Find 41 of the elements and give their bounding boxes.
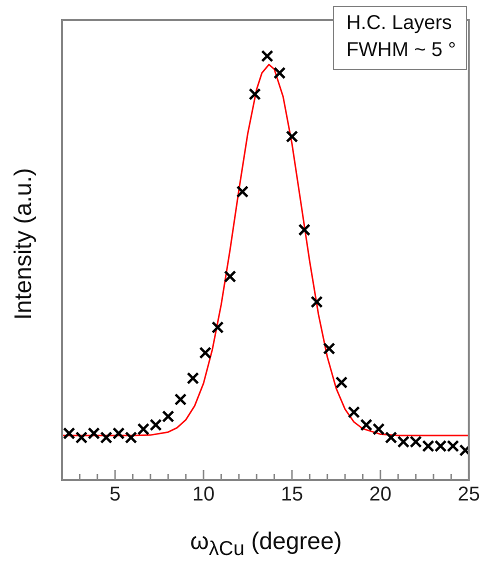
point: [384, 431, 398, 444]
point: [236, 186, 249, 198]
point: [162, 410, 174, 423]
point: [360, 418, 372, 432]
x-tick-label: 25: [458, 484, 480, 506]
x-tick-label: 5: [110, 484, 121, 506]
point: [186, 372, 200, 384]
point: [75, 431, 88, 444]
x-tick-label: 10: [192, 484, 215, 506]
x-tick-label: 15: [280, 484, 304, 506]
point: [124, 431, 138, 444]
point: [112, 427, 125, 440]
point: [174, 393, 187, 406]
point: [261, 50, 274, 62]
annotation: FWHM ~ 5 °: [346, 38, 456, 63]
point: [88, 427, 100, 440]
point: [286, 130, 298, 143]
point: [322, 342, 336, 355]
point: [199, 346, 212, 360]
point: [434, 440, 447, 452]
point: [248, 88, 262, 100]
point: [410, 436, 422, 448]
point: [372, 422, 385, 436]
point: [273, 66, 286, 80]
point: [335, 376, 348, 389]
point: [100, 431, 112, 444]
point: [137, 422, 150, 436]
point: [446, 440, 460, 452]
x-axis-title: ω$_{λCu}$ (degree): [189, 528, 343, 561]
point: [62, 427, 76, 440]
text: H.C. Layers: [346, 11, 453, 36]
point: [224, 270, 236, 283]
point: [397, 436, 410, 448]
point: [150, 418, 162, 432]
point: [348, 406, 360, 418]
point: [422, 440, 434, 452]
point: [298, 224, 311, 236]
point: [310, 296, 323, 308]
x-tick-label: 20: [369, 484, 392, 506]
y-axis-title: Intensity (a.u.): [10, 166, 38, 322]
point: [211, 321, 224, 334]
